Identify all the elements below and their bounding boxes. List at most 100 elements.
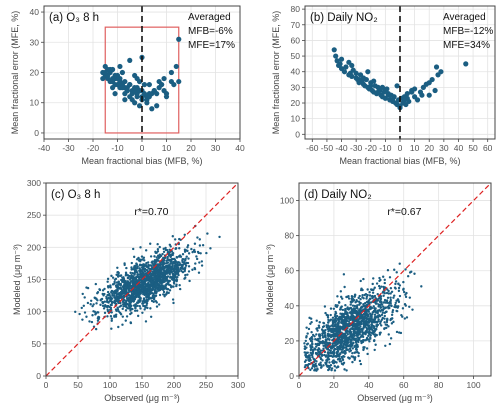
data-point bbox=[130, 311, 133, 315]
data-point bbox=[333, 53, 339, 59]
data-point bbox=[311, 343, 314, 346]
data-point bbox=[387, 325, 390, 328]
data-point bbox=[103, 311, 107, 315]
data-point bbox=[405, 316, 409, 319]
data-point bbox=[376, 315, 379, 319]
data-point bbox=[105, 295, 108, 298]
data-point bbox=[377, 297, 381, 300]
data-point bbox=[149, 242, 152, 245]
y-tick-label: 0 bbox=[34, 128, 39, 138]
data-point bbox=[178, 247, 181, 250]
data-point bbox=[337, 301, 341, 304]
data-point bbox=[361, 293, 364, 297]
data-point bbox=[146, 306, 149, 310]
data-point bbox=[140, 255, 144, 258]
data-point bbox=[121, 307, 124, 311]
data-point bbox=[373, 286, 376, 289]
data-point bbox=[392, 296, 395, 299]
data-point bbox=[375, 328, 378, 331]
data-point bbox=[173, 238, 177, 241]
data-point bbox=[155, 290, 158, 294]
data-point bbox=[153, 255, 156, 258]
data-point bbox=[171, 81, 177, 88]
data-point bbox=[343, 64, 349, 70]
data-point bbox=[305, 336, 308, 339]
data-point bbox=[107, 301, 110, 304]
data-point bbox=[161, 281, 164, 284]
data-point bbox=[151, 281, 154, 284]
data-point bbox=[340, 341, 344, 344]
data-point bbox=[183, 259, 187, 262]
data-point bbox=[383, 321, 386, 324]
data-point bbox=[319, 361, 322, 364]
data-point bbox=[132, 255, 136, 259]
data-point bbox=[311, 338, 314, 341]
data-point bbox=[322, 325, 326, 328]
data-point bbox=[156, 250, 160, 253]
data-point bbox=[309, 346, 313, 349]
y-tick-label: 10 bbox=[30, 98, 40, 108]
data-point bbox=[304, 355, 308, 358]
data-point bbox=[168, 259, 172, 262]
data-point bbox=[390, 290, 394, 293]
data-point bbox=[127, 57, 133, 64]
one-to-one-line bbox=[45, 182, 239, 377]
data-point bbox=[385, 326, 388, 330]
data-point bbox=[402, 280, 405, 284]
data-point bbox=[383, 314, 386, 318]
data-point bbox=[331, 324, 335, 328]
data-point bbox=[321, 353, 324, 357]
one-to-one-line bbox=[298, 182, 492, 377]
data-point bbox=[331, 47, 337, 53]
data-point bbox=[336, 304, 339, 307]
data-point bbox=[332, 348, 336, 352]
data-point bbox=[426, 92, 432, 98]
data-point bbox=[369, 288, 373, 291]
data-point bbox=[141, 311, 144, 314]
data-point bbox=[174, 261, 177, 265]
data-point bbox=[136, 265, 139, 269]
data-point bbox=[398, 262, 401, 265]
data-point bbox=[355, 328, 358, 331]
data-point bbox=[157, 303, 161, 306]
data-point bbox=[331, 333, 334, 337]
data-point bbox=[389, 287, 393, 290]
data-point bbox=[365, 311, 368, 315]
data-point bbox=[117, 299, 120, 303]
data-point bbox=[111, 290, 115, 293]
data-point bbox=[198, 238, 201, 241]
data-point bbox=[122, 280, 125, 284]
data-point bbox=[413, 272, 416, 275]
data-point bbox=[82, 304, 86, 307]
data-point bbox=[379, 295, 383, 298]
data-point bbox=[138, 273, 142, 276]
data-point bbox=[339, 352, 342, 355]
data-point bbox=[420, 285, 423, 288]
data-point bbox=[376, 299, 380, 302]
data-point bbox=[347, 339, 350, 342]
data-point bbox=[171, 263, 174, 267]
data-point bbox=[371, 78, 377, 84]
data-point bbox=[156, 265, 160, 268]
data-point bbox=[130, 284, 134, 288]
data-point bbox=[103, 300, 107, 303]
data-point bbox=[81, 318, 84, 321]
data-point bbox=[114, 313, 118, 316]
data-point bbox=[110, 274, 113, 278]
data-point bbox=[334, 355, 337, 358]
data-point bbox=[157, 288, 160, 291]
data-point bbox=[323, 334, 327, 337]
data-point bbox=[145, 279, 149, 282]
data-point bbox=[113, 301, 117, 305]
data-point bbox=[176, 272, 179, 276]
data-point bbox=[117, 283, 121, 286]
data-point bbox=[377, 303, 380, 306]
data-point bbox=[345, 344, 348, 348]
data-point bbox=[157, 278, 160, 282]
data-point bbox=[316, 329, 319, 332]
data-point bbox=[329, 313, 332, 317]
data-point bbox=[317, 347, 320, 350]
data-point bbox=[326, 327, 329, 331]
data-point bbox=[359, 298, 362, 301]
data-point bbox=[383, 298, 387, 302]
